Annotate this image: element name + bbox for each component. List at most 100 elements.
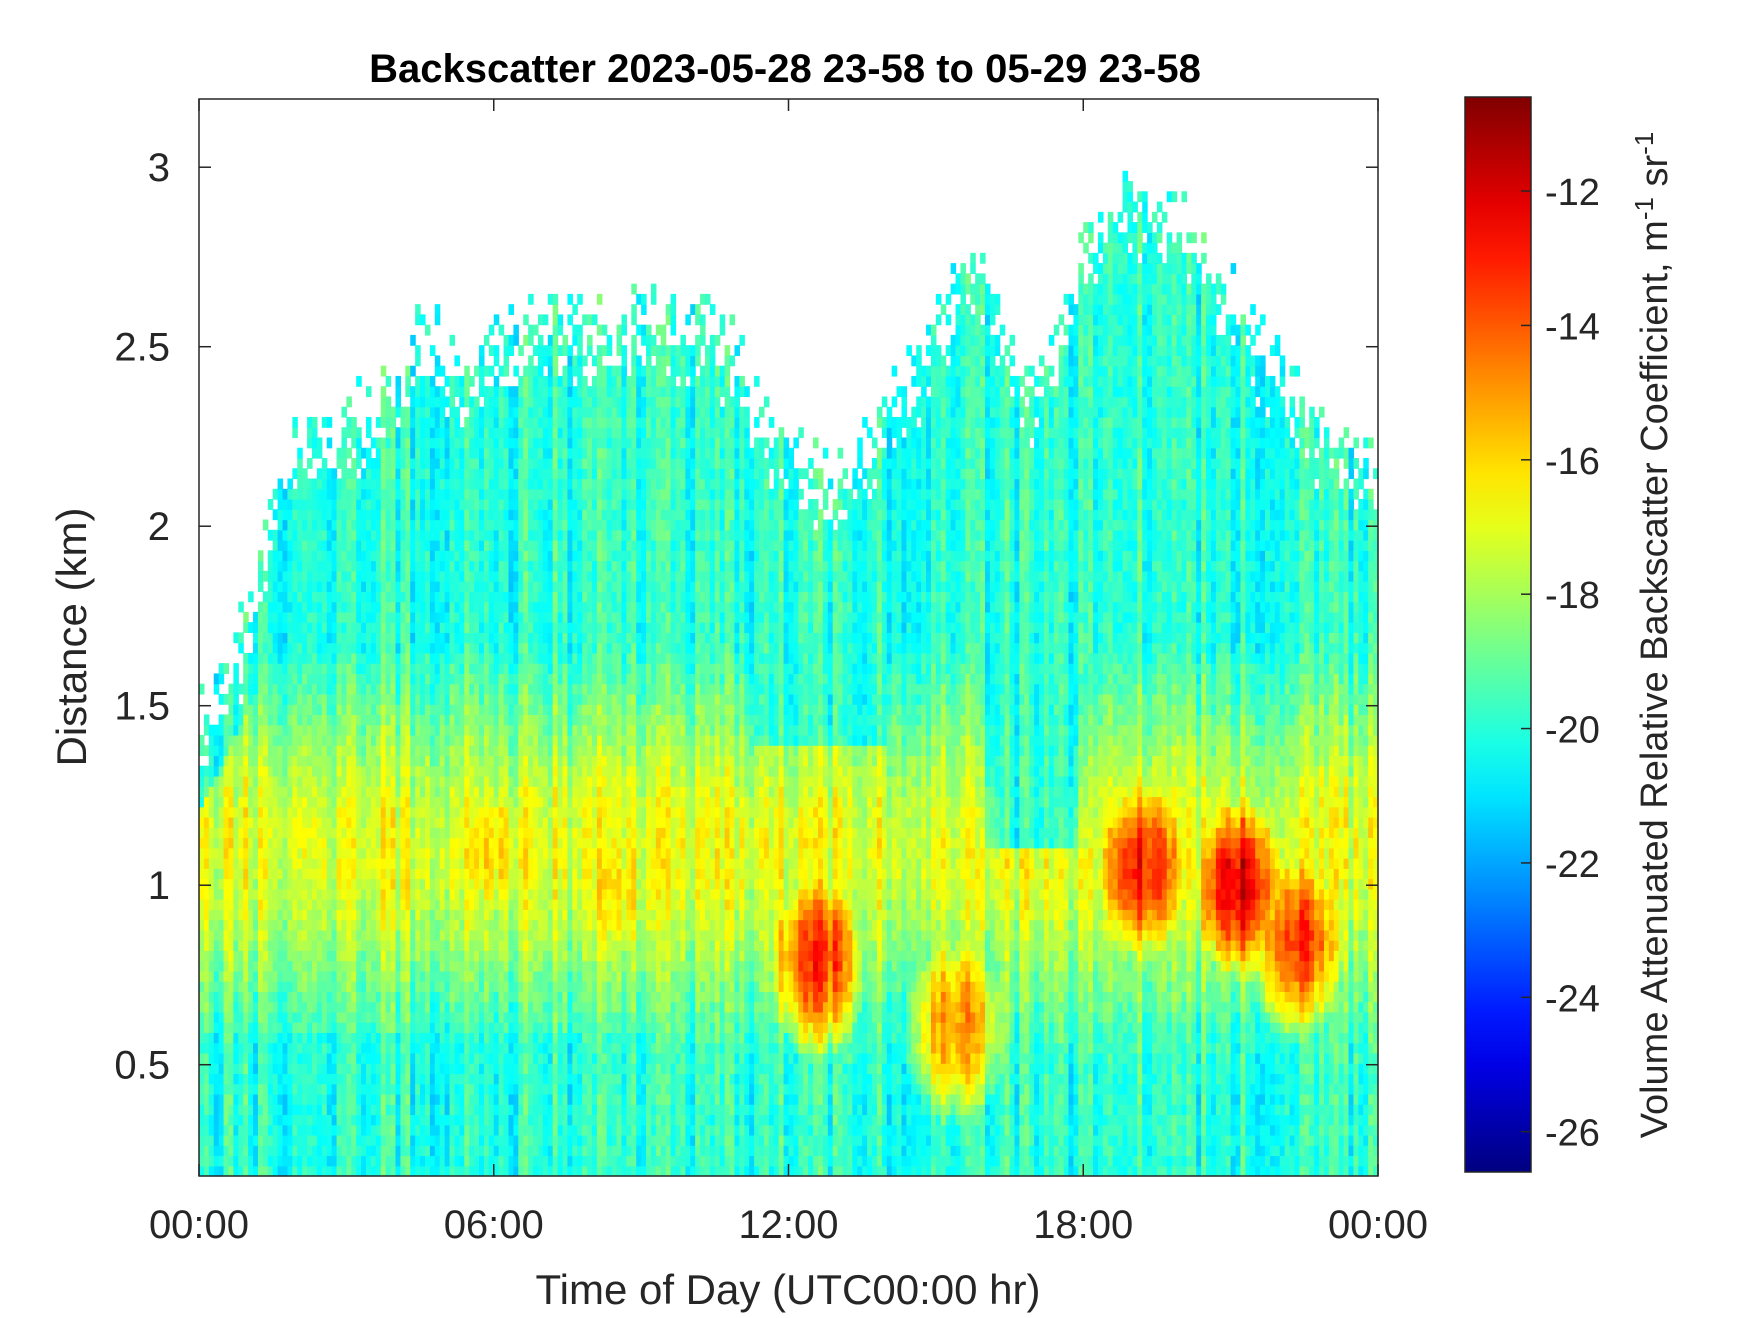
heatmap-cell — [223, 919, 230, 931]
heatmap-cell — [380, 529, 387, 541]
heatmap-cell — [513, 386, 519, 398]
heatmap-cell — [267, 1124, 274, 1136]
heatmap-cell — [508, 1155, 514, 1167]
heatmap-cell — [493, 570, 500, 582]
heatmap-cell — [331, 878, 338, 890]
heatmap-cell — [454, 1165, 460, 1177]
heatmap-cell — [346, 519, 352, 531]
heatmap-cell — [297, 1022, 303, 1033]
heatmap-cell — [424, 796, 431, 808]
heatmap-cell — [341, 878, 347, 890]
heatmap-cell — [434, 652, 441, 664]
heatmap-cell — [366, 981, 372, 992]
heatmap-cell — [277, 981, 284, 992]
heatmap-cell — [331, 868, 338, 880]
heatmap-cell — [297, 970, 303, 982]
heatmap-cell — [444, 1165, 451, 1177]
heatmap-cell — [375, 683, 382, 695]
heatmap-cell — [390, 858, 397, 869]
heatmap-cell — [454, 991, 460, 1003]
heatmap-cell — [331, 981, 338, 992]
heatmap-cell — [243, 652, 249, 664]
heatmap-cell — [248, 1083, 254, 1095]
heatmap-cell — [341, 673, 347, 685]
heatmap-cell — [528, 878, 534, 890]
heatmap-cell — [542, 1063, 549, 1075]
heatmap-cell — [503, 581, 510, 592]
heatmap-cell — [331, 1124, 338, 1136]
heatmap-cell — [483, 1165, 490, 1177]
heatmap-cell — [277, 929, 284, 941]
heatmap-cell — [493, 499, 500, 510]
heatmap-cell — [410, 796, 416, 808]
heatmap-cell — [203, 1114, 210, 1126]
heatmap-cell — [380, 775, 387, 787]
heatmap-cell — [493, 1104, 500, 1116]
heatmap-cell — [218, 940, 225, 951]
heatmap-cell — [405, 1001, 411, 1013]
heatmap-cell — [493, 386, 500, 398]
heatmap-cell — [385, 519, 392, 531]
heatmap-cell — [434, 447, 441, 459]
heatmap-cell — [537, 909, 544, 921]
heatmap-cell — [223, 806, 230, 818]
heatmap-cell — [528, 1011, 534, 1023]
heatmap-cell — [474, 437, 480, 449]
heatmap-cell — [277, 611, 284, 623]
heatmap-cell — [238, 642, 244, 654]
heatmap-cell — [223, 1155, 230, 1167]
heatmap-cell — [474, 786, 480, 798]
heatmap-cell — [248, 960, 254, 972]
heatmap-cell — [351, 765, 357, 777]
heatmap-cell — [203, 858, 210, 869]
heatmap-cell — [439, 1001, 446, 1013]
heatmap-cell — [415, 458, 421, 469]
heatmap-cell — [415, 714, 421, 726]
heatmap-cell — [385, 1032, 392, 1044]
heatmap-cell — [503, 714, 510, 726]
heatmap-cell — [498, 981, 505, 992]
heatmap-cell — [262, 991, 269, 1003]
heatmap-cell — [454, 888, 460, 900]
heatmap-cell — [449, 827, 456, 839]
heatmap-cell — [488, 1145, 495, 1157]
heatmap-cell — [449, 560, 456, 572]
heatmap-cell — [361, 991, 367, 1003]
heatmap-cell — [449, 591, 456, 603]
heatmap-cell — [444, 540, 451, 551]
heatmap-cell — [537, 427, 544, 439]
heatmap-cell — [233, 1042, 239, 1054]
heatmap-cell — [257, 827, 264, 839]
heatmap-cell — [479, 509, 485, 521]
heatmap-cell — [262, 663, 269, 674]
heatmap-cell — [341, 519, 347, 531]
heatmap-cell — [346, 478, 352, 490]
heatmap-cell — [321, 868, 328, 880]
heatmap-cell — [366, 519, 372, 531]
heatmap-cell — [449, 416, 456, 428]
heatmap-cell — [208, 1145, 215, 1157]
heatmap-cell — [282, 704, 289, 716]
heatmap-cell — [498, 406, 505, 418]
heatmap-cell — [375, 1165, 382, 1177]
heatmap-cell — [272, 919, 279, 931]
heatmap-cell — [469, 458, 475, 469]
heatmap-cell — [474, 1083, 480, 1095]
heatmap-cell — [351, 888, 357, 900]
heatmap-cell — [375, 693, 382, 705]
heatmap-cell — [420, 683, 426, 695]
heatmap-cell — [292, 929, 298, 941]
heatmap-cell — [238, 1093, 244, 1105]
heatmap-cell — [331, 827, 338, 839]
heatmap-cell — [297, 847, 303, 859]
heatmap-cell — [253, 1063, 259, 1075]
heatmap-cell — [356, 724, 362, 736]
heatmap-cell — [537, 365, 544, 377]
heatmap-cell — [385, 868, 392, 880]
heatmap-cell — [238, 1073, 244, 1085]
heatmap-cell — [380, 909, 387, 921]
heatmap-cell — [297, 704, 303, 716]
heatmap-cell — [537, 601, 544, 613]
heatmap-cell — [420, 570, 426, 582]
heatmap-cell — [203, 1011, 210, 1023]
